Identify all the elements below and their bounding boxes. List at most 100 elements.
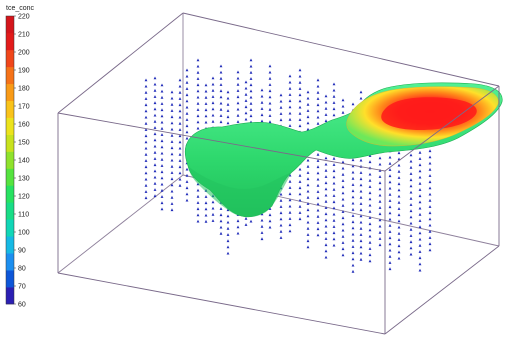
plume-hot-center [381,97,477,130]
well-sample-marker [351,170,355,174]
well-sample-marker [144,128,148,131]
well-sample-marker [324,168,328,172]
well-sample-marker [368,154,372,157]
well-sample-marker [260,88,264,92]
well-sample-marker [153,132,157,136]
well-sample-marker [324,162,328,166]
well-sample-marker [418,163,422,167]
well-sample-marker [428,180,432,184]
well-sample-marker [397,244,401,248]
well-sample-marker [211,101,215,105]
well-sample-marker [306,245,310,249]
well-sample-marker [368,178,372,182]
well-sample-marker [219,89,223,93]
legend-tick-label: 180 [18,86,30,93]
well-sample-marker [368,240,372,244]
well-sample-marker [324,94,328,98]
well-sample-marker [226,220,230,224]
well-sample-marker [196,194,200,198]
well-sample-marker [368,259,372,263]
well-sample-marker [298,204,302,208]
box-edge [384,245,500,335]
well-sample-marker [351,251,355,255]
well-sample-marker [204,89,208,93]
well-sample-marker [288,74,292,78]
well-sample-marker [298,198,302,202]
well-sample-marker [288,80,292,84]
well-sample-marker [418,212,422,216]
box-edge [384,85,500,172]
well-sample-marker [185,111,189,115]
well-sample-marker [170,140,174,143]
well-sample-marker [260,100,264,104]
well-sample-marker [397,207,401,210]
well-sample-marker [409,153,413,157]
well-sample-marker [418,200,422,204]
well-sample-marker [341,185,345,189]
well-sample-marker [359,233,363,236]
well-sample-marker [428,217,432,221]
well-sample-marker [428,186,432,190]
well-sample-marker [298,180,302,183]
legend-color-segment [6,287,14,305]
well-sample-marker [388,267,392,271]
legend-color-segment [6,168,14,186]
well-sample-marker [144,140,148,144]
well-sample-marker [378,243,382,247]
well-sample-marker [144,146,148,150]
well-sample-marker [153,157,157,160]
well-sample-marker [288,198,292,202]
legend-tick-label: 170 [18,104,30,111]
well-sample-marker [178,146,182,150]
well-sample-marker [144,121,148,125]
well-sample-marker [428,205,432,208]
well-sample-marker [298,118,302,121]
well-sample-marker [196,108,200,111]
well-sample-marker [316,227,320,231]
well-sample-marker [219,101,223,105]
legend-color-segment [6,151,14,169]
well-sample-marker [279,236,283,239]
well-sample-marker [378,162,382,166]
well-sample-marker [341,98,345,102]
well-sample-marker [178,171,182,175]
well-sample-marker [324,243,328,247]
well-sample-marker [306,127,310,131]
well-sample-marker [409,221,413,225]
well-sample-marker [341,210,345,213]
well-sample-marker [204,120,208,124]
well-sample-marker [388,211,392,215]
well-sample-marker [153,175,157,179]
legend-color-segment [6,16,14,34]
well-sample-marker [260,218,264,222]
well-sample-marker [219,70,223,74]
well-sample-marker [351,238,355,242]
legend-tick-label: 60 [18,302,26,309]
well-sample-marker [236,107,240,111]
well-sample-marker [378,212,382,216]
well-sample-marker [170,164,174,168]
well-sample-marker [244,117,248,121]
well-sample-marker [219,83,223,86]
well-sample-marker [153,76,157,80]
well-sample-marker [388,174,392,178]
well-sample-marker [288,86,292,90]
well-sample-marker [368,222,372,226]
well-sample-marker [359,251,363,255]
well-sample-marker [418,219,422,222]
well-sample-marker [324,181,328,185]
well-sample-marker [170,152,174,156]
well-sample-marker [359,171,363,174]
well-sample-marker [249,64,253,68]
well-sample-marker [236,231,240,235]
well-sample-marker [428,242,432,246]
well-sample-marker [324,113,328,116]
legend-color-segment [6,83,14,102]
legend-color-segment [6,134,14,152]
well-sample-marker [316,97,320,100]
well-sample-marker [341,253,345,257]
well-sample-marker [268,95,272,99]
well-sample-marker [298,105,302,109]
well-sample-marker [397,188,401,192]
well-sample-marker [298,68,302,72]
